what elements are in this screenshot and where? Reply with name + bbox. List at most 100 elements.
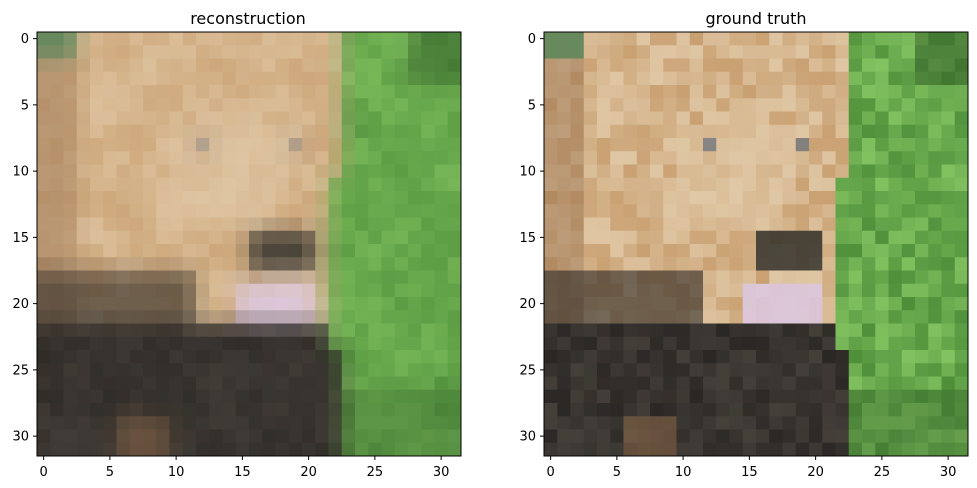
image-pixel [742, 191, 757, 205]
image-pixel [928, 177, 942, 192]
image-pixel [676, 45, 691, 59]
image-pixel [636, 323, 651, 338]
image-pixel [434, 244, 449, 258]
image-pixel [328, 71, 343, 86]
image-pixel [583, 98, 598, 112]
image-pixel [368, 124, 382, 139]
image-pixel [222, 138, 237, 152]
image-pixel [848, 177, 863, 192]
image-pixel [90, 151, 104, 165]
image-pixel [103, 442, 117, 457]
image-pixel [50, 98, 64, 112]
image-pixel [570, 204, 585, 218]
image-pixel [50, 310, 64, 324]
image-pixel [103, 124, 117, 139]
image-pixel [689, 138, 704, 152]
image-pixel [129, 429, 144, 444]
image-pixel [597, 336, 611, 351]
image-pixel [795, 98, 810, 112]
y-tick-label: 20 [519, 297, 536, 312]
image-pixel [862, 98, 876, 112]
image-pixel [288, 217, 303, 232]
image-pixel [235, 297, 250, 311]
image-pixel [408, 124, 422, 139]
image-pixel [901, 151, 916, 165]
image-pixel [941, 350, 956, 364]
image-pixel [355, 217, 369, 232]
image-pixel [663, 389, 677, 404]
image-pixel [235, 177, 250, 192]
image-pixel [848, 98, 863, 112]
image-pixel [729, 217, 744, 232]
image-pixel [862, 204, 876, 218]
image-pixel [915, 416, 929, 430]
image-pixel [355, 429, 369, 444]
image-pixel [875, 416, 889, 430]
image-pixel [116, 45, 131, 59]
image-pixel [636, 151, 651, 165]
image-pixel [636, 98, 651, 112]
image-pixel [663, 257, 677, 271]
image-pixel [447, 416, 462, 430]
image-pixel [408, 111, 422, 126]
image-pixel [76, 403, 91, 417]
image-pixel [235, 151, 250, 165]
image-pixel [583, 403, 598, 417]
image-pixel [623, 85, 638, 99]
image-pixel [583, 363, 598, 377]
image-pixel [663, 442, 677, 457]
image-pixel [663, 310, 677, 324]
image-pixel [954, 98, 969, 112]
image-pixel [875, 270, 889, 285]
image-pixel [597, 58, 611, 73]
image-pixel [328, 111, 343, 126]
image-pixel [835, 389, 850, 404]
image-pixel [63, 230, 78, 245]
image-pixel [610, 164, 624, 179]
image-pixel [809, 310, 823, 324]
image-pixel [742, 71, 757, 86]
image-pixel [50, 217, 64, 232]
x-tick-label: 15 [234, 465, 251, 480]
image-pixel [610, 257, 624, 271]
image-pixel [116, 336, 131, 351]
image-pixel [235, 191, 250, 205]
image-pixel [822, 336, 836, 351]
image-pixel [209, 98, 223, 112]
image-pixel [544, 389, 558, 404]
image-pixel [835, 442, 850, 457]
image-pixel [302, 310, 316, 324]
image-pixel [156, 363, 170, 377]
image-pixel [716, 111, 730, 126]
image-pixel [888, 323, 903, 338]
image-pixel [703, 363, 717, 377]
image-pixel [156, 403, 170, 417]
image-pixel [288, 403, 303, 417]
image-pixel [676, 230, 691, 245]
image-pixel [196, 98, 210, 112]
image-pixel [37, 429, 51, 444]
image-pixel [729, 71, 744, 86]
image-pixel [928, 283, 942, 298]
image-pixel [76, 138, 91, 152]
image-pixel [381, 336, 396, 351]
image-pixel [196, 310, 210, 324]
image-pixel [103, 151, 117, 165]
image-pixel [447, 283, 462, 298]
image-pixel [143, 45, 157, 59]
image-pixel [570, 191, 585, 205]
image-pixel [928, 389, 942, 404]
image-pixel [143, 204, 157, 218]
image-pixel [355, 257, 369, 271]
image-pixel [129, 85, 144, 99]
image-pixel [809, 217, 823, 232]
image-pixel [928, 71, 942, 86]
image-pixel [421, 177, 435, 192]
image-pixel [663, 124, 677, 139]
image-pixel [809, 45, 823, 59]
image-pixel [623, 442, 638, 457]
image-pixel [434, 270, 449, 285]
image-pixel [169, 177, 184, 192]
image-pixel [570, 164, 585, 179]
